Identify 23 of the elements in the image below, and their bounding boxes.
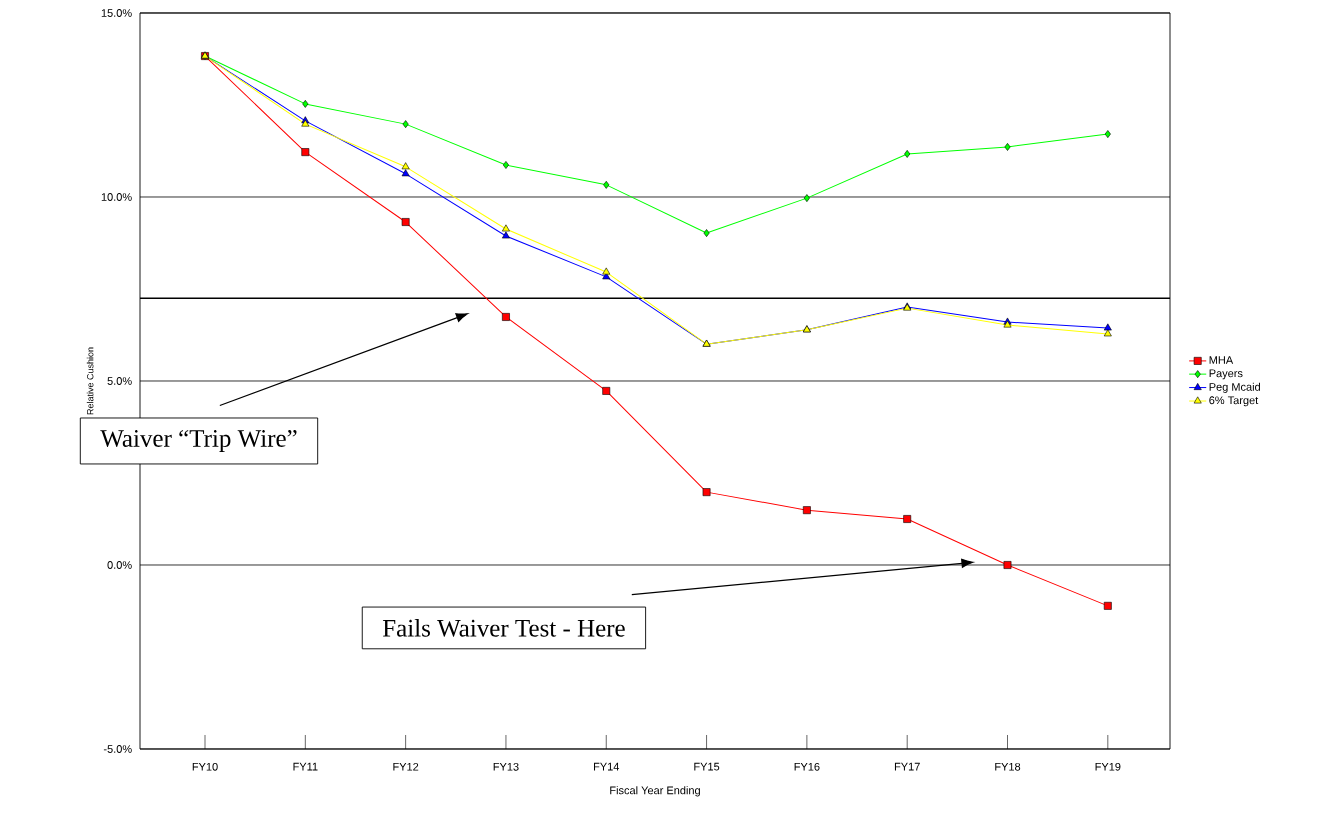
x-tick-label: FY17	[894, 762, 920, 771]
x-tick-label: FY18	[995, 762, 1021, 771]
annotation: Waiver “Trip Wire”	[100, 429, 297, 452]
x-tick-label: FY13	[493, 762, 519, 771]
y-tick-label: -5.0%	[103, 745, 132, 753]
x-tick-label: FY19	[1095, 762, 1121, 771]
y-tick-label: 10.0%	[101, 193, 132, 201]
y-axis-title: Relative Cushion	[86, 347, 94, 415]
x-axis-title: Fiscal Year Ending	[610, 786, 700, 797]
x-tick-label: FY15	[694, 762, 720, 771]
y-tick-label: 15.0%	[101, 9, 132, 17]
x-tick-label: FY12	[393, 762, 419, 771]
x-tick-label: FY11	[293, 762, 318, 771]
x-tick-label: FY16	[794, 762, 820, 771]
legend-label: Peg Mcaid	[1209, 382, 1260, 393]
x-tick-label: FY10	[192, 762, 218, 771]
y-tick-label: 5.0%	[107, 377, 132, 385]
legend-label: MHA	[1209, 356, 1234, 364]
legend-label: Payers	[1209, 369, 1243, 380]
x-tick-label: FY14	[594, 762, 620, 771]
annotation: Fails Waiver Test - Here	[382, 619, 625, 637]
legend-label: 6% Target	[1209, 396, 1259, 407]
y-tick-label: 0.0%	[107, 561, 132, 569]
